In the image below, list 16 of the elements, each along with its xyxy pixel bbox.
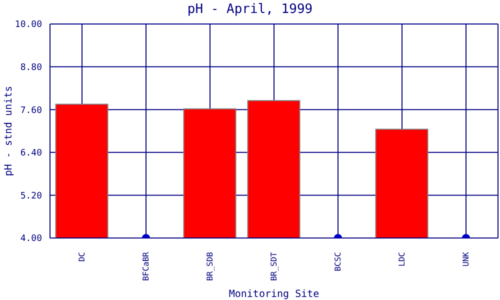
- x-tick-label: BFCaBR: [142, 252, 150, 281]
- x-tick-label: LDC: [398, 252, 406, 266]
- y-tick-label: 8.80: [20, 62, 42, 73]
- y-tick-label: 4.00: [20, 234, 42, 244]
- x-tick-label: DC: [78, 252, 86, 262]
- x-tick-label: BR_SDT: [270, 252, 278, 281]
- y-tick-label: 6.40: [20, 148, 42, 159]
- x-tick-label: UNK: [462, 252, 470, 266]
- x-axis-title: Monitoring Site: [228, 289, 320, 300]
- y-tick-label: 7.60: [20, 106, 42, 116]
- y-axis-title: pH - stnd units: [4, 86, 14, 176]
- y-tick-label: 5.20: [20, 191, 42, 202]
- y-tick-label: 10.00: [14, 20, 42, 30]
- chart-title: pH - April, 1999: [186, 2, 314, 17]
- x-tick-label: BCSC: [334, 252, 342, 272]
- x-tick-label: BR_SDB: [206, 252, 214, 281]
